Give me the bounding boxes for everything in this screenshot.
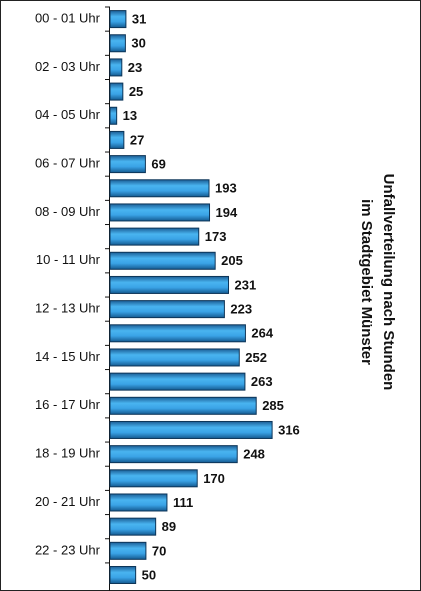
bar	[109, 10, 127, 29]
bar	[109, 396, 257, 415]
value-label: 173	[205, 229, 227, 244]
value-label: 248	[243, 447, 265, 462]
bar	[109, 517, 157, 536]
y-tick-label: 20 - 21 Uhr	[35, 494, 101, 509]
bar	[109, 130, 125, 149]
bar	[109, 348, 240, 367]
value-label: 193	[215, 181, 237, 196]
value-label: 50	[142, 567, 156, 582]
bar	[109, 275, 230, 294]
value-label: 89	[162, 519, 176, 534]
y-tick-label: 02 - 03 Uhr	[35, 59, 101, 74]
y-tick-label: 18 - 19 Uhr	[35, 446, 101, 461]
bar	[109, 106, 118, 125]
value-label: 205	[221, 253, 243, 268]
y-tick-label: 06 - 07 Uhr	[35, 156, 101, 171]
value-label: 194	[216, 205, 238, 220]
bar	[109, 493, 168, 512]
y-tick-label: 00 - 01 Uhr	[35, 11, 101, 26]
value-label: 231	[235, 277, 257, 292]
value-label: 285	[262, 398, 284, 413]
value-label: 70	[152, 543, 166, 558]
value-label: 223	[230, 302, 252, 317]
value-label: 316	[278, 422, 300, 437]
y-tick-label: 16 - 17 Uhr	[35, 397, 101, 412]
value-label: 170	[203, 471, 225, 486]
value-label: 31	[132, 12, 146, 27]
value-label: 263	[251, 374, 273, 389]
value-label: 264	[251, 326, 273, 341]
y-tick-label: 22 - 23 Uhr	[35, 542, 101, 557]
bar	[109, 565, 137, 584]
value-label: 25	[129, 84, 143, 99]
value-label: 23	[128, 60, 142, 75]
y-tick-label: 10 - 11 Uhr	[36, 252, 101, 267]
y-tick-label: 14 - 15 Uhr	[35, 349, 101, 364]
bar	[109, 420, 273, 439]
bar	[109, 155, 146, 174]
bar	[109, 227, 200, 246]
bar	[109, 541, 147, 560]
y-tick-label: 12 - 13 Uhr	[35, 301, 101, 316]
bar	[109, 203, 211, 222]
bar	[109, 372, 246, 391]
bar	[109, 469, 198, 488]
bar	[109, 58, 123, 77]
bar	[109, 82, 124, 101]
bar	[109, 34, 126, 53]
value-label: 111	[173, 495, 193, 510]
y-tick-label: 04 - 05 Uhr	[35, 107, 101, 122]
bar	[109, 179, 210, 198]
bar	[109, 324, 246, 343]
value-label: 69	[151, 157, 165, 172]
bar	[109, 251, 216, 270]
y-tick-label: 08 - 09 Uhr	[35, 204, 101, 219]
chart-title: Unfallverteilung nach Stunden	[380, 174, 397, 391]
chart-subtitle: im Stadtgebiet Münster	[358, 199, 375, 365]
bar	[109, 445, 238, 464]
value-label: 13	[123, 108, 137, 123]
value-label: 252	[245, 350, 267, 365]
bar	[109, 300, 225, 319]
value-label: 27	[130, 132, 144, 147]
value-label: 30	[131, 36, 145, 51]
